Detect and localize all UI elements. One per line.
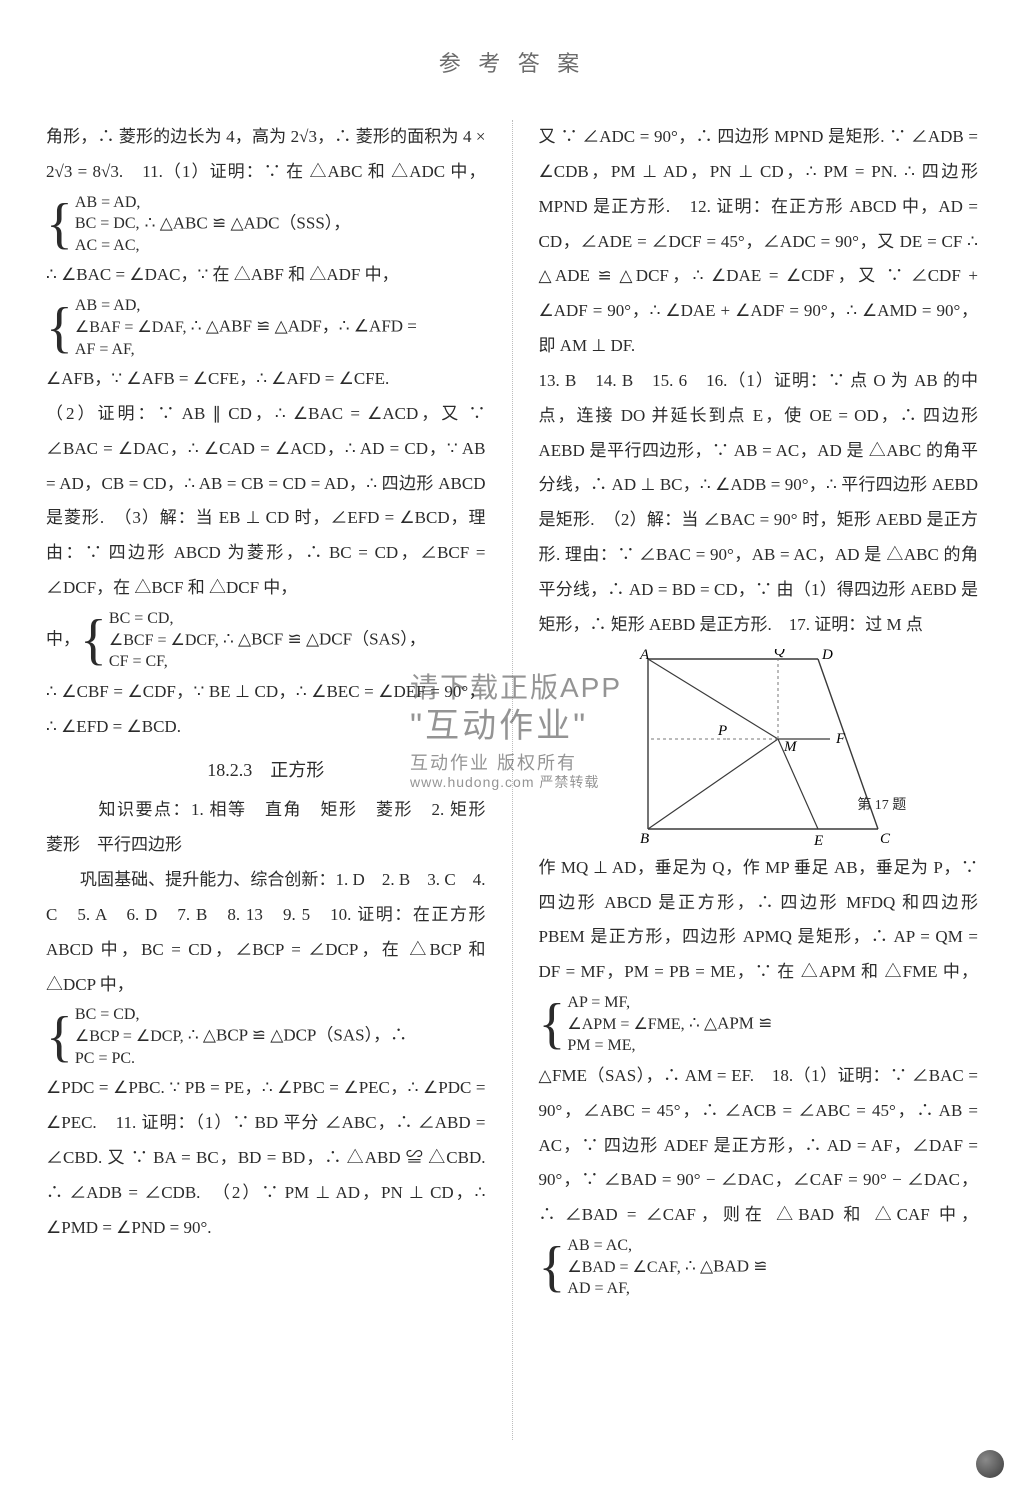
- left-p8: ∠PDC = ∠PBC. ∵ PB = PE，∴ ∠PBC = ∠PEC，∴ ∠…: [46, 1071, 486, 1245]
- svg-text:B: B: [640, 831, 649, 847]
- brace-r2: { AB = AC, ∠BAD = ∠CAF, AD = AF,: [539, 1235, 681, 1300]
- left-p5: ∴ ∠CBF = ∠CDF，∵ BE ⊥ CD，∴ ∠BEC = ∠DEF = …: [46, 675, 486, 745]
- text: ∴ △APM ≌: [689, 1013, 772, 1032]
- svg-text:C: C: [880, 831, 891, 847]
- left-b2: { AB = AD, ∠BAF = ∠DAF, AF = AF, ∴ △ABF …: [46, 293, 486, 362]
- text: ∴ △BCF ≌ △DCF（SAS），: [223, 629, 426, 648]
- b1l1: AB = AD,: [75, 192, 140, 214]
- text: ∴ ∠BAC = ∠DAC，∵ 在 △ABF 和 △ADF 中，: [46, 265, 399, 284]
- left-p1: 角形，∴ 菱形的边长为 4，高为 2√3，∴ 菱形的面积为 4 × 2√3 = …: [46, 120, 486, 258]
- text: （2）证明：∵ AB ∥ CD，∴ ∠BAC = ∠ACD，又 ∵ ∠BAC =…: [46, 404, 486, 597]
- b2l3: AF = AF,: [75, 339, 187, 361]
- text: 知识要点：1. 相等 直角 矩形 菱形 2. 矩形 菱形 平行四边形: [46, 800, 503, 854]
- page-root: 参 考 答 案 角形，∴ 菱形的边长为 4，高为 2√3，∴ 菱形的面积为 4 …: [0, 0, 1024, 1496]
- right-p4: △FME（SAS），∴ AM = EF. 18.（1）证明：∵ ∠BAC = 9…: [539, 1059, 979, 1302]
- left-p6: 知识要点：1. 相等 直角 矩形 菱形 2. 矩形 菱形 平行四边形: [46, 793, 486, 863]
- brace-icon: {: [46, 303, 73, 353]
- brace-icon: {: [539, 1242, 566, 1292]
- svg-text:Q: Q: [774, 649, 785, 659]
- left-p4: （2）证明：∵ AB ∥ CD，∴ ∠BAC = ∠ACD，又 ∵ ∠BAC =…: [46, 397, 486, 606]
- brace-icon: {: [80, 615, 107, 665]
- brace-icon: {: [46, 199, 73, 249]
- rb2l1: AB = AC,: [567, 1235, 680, 1257]
- right-p1: 又 ∵ ∠ADC = 90°，∴ 四边形 MPND 是矩形. ∵ ∠ADB = …: [539, 120, 979, 364]
- text: 角形，∴ 菱形的边长为 4，高为 2√3，∴ 菱形的面积为 4 × 2√3 = …: [46, 127, 486, 181]
- svg-text:F: F: [835, 731, 846, 747]
- b4l3: PC = PC.: [75, 1048, 184, 1070]
- section-title: 18.2.3 正方形: [46, 752, 486, 789]
- text: 作 MQ ⊥ AD，垂足为 Q，作 MP 垂足 AB，垂足为 P，∵ 四边形 A…: [539, 858, 979, 982]
- left-p7: 巩固基础、提升能力、综合创新：1. D 2. B 3. C 4. C 5. A …: [46, 863, 486, 1002]
- page-corner-icon: [976, 1450, 1004, 1478]
- right-column: 又 ∵ ∠ADC = 90°，∴ 四边形 MPND 是矩形. ∵ ∠ADB = …: [513, 120, 989, 1440]
- brace-icon: {: [539, 999, 566, 1049]
- brace-3: { BC = CD, ∠BCF = ∠DCF, CF = CF,: [80, 608, 219, 673]
- left-b3: 中， { BC = CD, ∠BCF = ∠DCF, CF = CF, ∴ △B…: [46, 606, 486, 675]
- left-column: 角形，∴ 菱形的边长为 4，高为 2√3，∴ 菱形的面积为 4 × 2√3 = …: [36, 120, 513, 1440]
- b4l2: ∠BCP = ∠DCP,: [75, 1026, 184, 1048]
- left-b4: { BC = CD, ∠BCP = ∠DCP, PC = PC. ∴ △BCP …: [46, 1002, 486, 1071]
- text: ∴ △ABC ≌ △ADC（SSS），: [145, 213, 351, 232]
- left-p3: ∠AFB，∵ ∠AFB = ∠CFE，∴ ∠AFD = ∠CFE.: [46, 362, 486, 397]
- left-p2: ∴ ∠BAC = ∠DAC，∵ 在 △ABF 和 △ADF 中，: [46, 258, 486, 293]
- svg-text:A: A: [639, 649, 650, 663]
- rb2l2: ∠BAD = ∠CAF,: [567, 1257, 680, 1279]
- b3l1: BC = CD,: [109, 608, 219, 630]
- brace-1: { AB = AD, BC = DC, AC = AC,: [46, 192, 140, 257]
- rb1l1: AP = MF,: [567, 992, 684, 1014]
- b3l2: ∠BCF = ∠DCF,: [109, 630, 219, 652]
- svg-text:P: P: [717, 723, 727, 739]
- kw-label: [80, 800, 99, 819]
- text: △FME（SAS），∴ AM = EF. 18.（1）证明：∵ ∠BAC = 9…: [539, 1066, 979, 1224]
- text: 巩固基础、提升能力、综合创新：1. D 2. B 3. C 4. C 5. A …: [46, 870, 486, 994]
- brace-4: { BC = CD, ∠BCP = ∠DCP, PC = PC.: [46, 1004, 184, 1069]
- header-title: 参 考 答 案: [429, 40, 596, 84]
- geometry-svg: A Q D P M F B E C: [618, 649, 898, 849]
- text: ∴ △BAD ≌: [685, 1256, 768, 1275]
- brace-2: { AB = AD, ∠BAF = ∠DAF, AF = AF,: [46, 295, 186, 360]
- diagram-17: A Q D P M F B E C 第 17 题: [618, 649, 898, 849]
- page-header: 参 考 答 案: [36, 40, 988, 110]
- b2l2: ∠BAF = ∠DAF,: [75, 317, 187, 339]
- text: ∴ △ABF ≌ △ADF，∴ ∠AFD =: [191, 317, 417, 336]
- rb2l3: AD = AF,: [567, 1278, 680, 1300]
- rb1l2: ∠APM = ∠FME,: [567, 1014, 684, 1036]
- svg-text:D: D: [821, 649, 833, 663]
- text: ∴ △BCP ≌ △DCP（SAS），∴: [188, 1026, 407, 1045]
- b1l3: AC = AC,: [75, 235, 140, 257]
- right-p3: 作 MQ ⊥ AD，垂足为 Q，作 MP 垂足 AB，垂足为 P，∵ 四边形 A…: [539, 851, 979, 1059]
- brace-icon: {: [46, 1012, 73, 1062]
- b4l1: BC = CD,: [75, 1004, 184, 1026]
- svg-text:M: M: [783, 739, 798, 755]
- columns: 角形，∴ 菱形的边长为 4，高为 2√3，∴ 菱形的面积为 4 × 2√3 = …: [36, 120, 988, 1440]
- b2l1: AB = AD,: [75, 295, 187, 317]
- diagram-caption: 第 17 题: [857, 792, 906, 821]
- rb1l3: PM = ME,: [567, 1035, 684, 1057]
- svg-text:E: E: [813, 833, 823, 849]
- b3l3: CF = CF,: [109, 651, 219, 673]
- right-p2: 13. B 14. B 15. 6 16.（1）证明：∵ 点 O 为 AB 的中…: [539, 364, 979, 643]
- b1l2: BC = DC,: [75, 213, 140, 235]
- brace-r1: { AP = MF, ∠APM = ∠FME, PM = ME,: [539, 992, 685, 1057]
